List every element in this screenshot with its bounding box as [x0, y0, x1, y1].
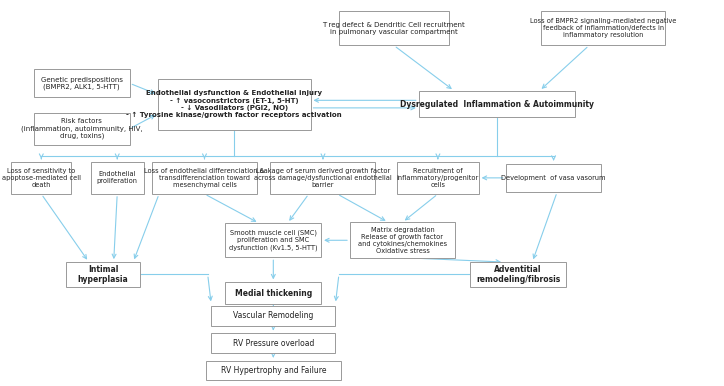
FancyBboxPatch shape [34, 69, 130, 98]
Text: Adventitial
remodeling/fibrosis: Adventitial remodeling/fibrosis [476, 265, 560, 284]
FancyBboxPatch shape [418, 91, 575, 117]
FancyBboxPatch shape [152, 162, 257, 194]
Text: Smooth muscle cell (SMC)
proliferation and SMC
dysfunction (Kv1.5, 5-HTT): Smooth muscle cell (SMC) proliferation a… [229, 230, 318, 251]
FancyBboxPatch shape [66, 262, 140, 287]
Text: Risk factors
(inflammation, autoimmunity, HIV,
drug, toxins): Risk factors (inflammation, autoimmunity… [21, 118, 143, 139]
Text: RV Hypertrophy and Failure: RV Hypertrophy and Failure [221, 366, 326, 375]
FancyBboxPatch shape [225, 223, 321, 257]
Text: Loss of sensitivity to
apoptose-mediated cell
death: Loss of sensitivity to apoptose-mediated… [1, 168, 81, 188]
Text: Dysregulated  Inflammation & Autoimmunity: Dysregulated Inflammation & Autoimmunity [400, 100, 594, 108]
FancyBboxPatch shape [350, 222, 455, 258]
Text: Endothelial dysfunction & Endothelial injury
- ↑ vasoconstrictors (ET-1, 5-HT)
-: Endothelial dysfunction & Endothelial in… [127, 90, 342, 118]
FancyBboxPatch shape [34, 113, 130, 145]
FancyBboxPatch shape [206, 361, 341, 380]
FancyBboxPatch shape [158, 79, 311, 130]
Text: Development  of vasa vasorum: Development of vasa vasorum [501, 175, 606, 181]
FancyBboxPatch shape [541, 12, 665, 46]
Text: Endothelial
proliferation: Endothelial proliferation [97, 171, 138, 185]
FancyBboxPatch shape [271, 162, 376, 194]
Text: RV Pressure overload: RV Pressure overload [232, 339, 314, 348]
FancyBboxPatch shape [470, 262, 566, 287]
Text: Loss of BMPR2 signaling-mediated negative
feedback of inflammation/defects in
in: Loss of BMPR2 signaling-mediated negativ… [530, 19, 676, 39]
Text: Intimal
hyperplasia: Intimal hyperplasia [77, 265, 128, 284]
Text: Medial thickening: Medial thickening [235, 289, 312, 298]
FancyBboxPatch shape [339, 12, 449, 46]
FancyBboxPatch shape [211, 334, 335, 353]
Text: Recruitment of
inflammatory/progenitor
cells: Recruitment of inflammatory/progenitor c… [397, 168, 479, 188]
FancyBboxPatch shape [90, 162, 144, 194]
Text: Genetic predispositions
(BMPR2, ALK1, 5-HTT): Genetic predispositions (BMPR2, ALK1, 5-… [41, 76, 123, 90]
Text: Loss of endothelial differenciation &
transdifferenciation toward
mesenchymal ce: Loss of endothelial differenciation & tr… [144, 168, 265, 188]
FancyBboxPatch shape [225, 282, 321, 304]
FancyBboxPatch shape [11, 162, 72, 194]
Text: Matrix degradation
Release of growth factor
and cytokines/chemokines
Oxidative s: Matrix degradation Release of growth fac… [358, 227, 447, 254]
Text: Vascular Remodeling: Vascular Remodeling [233, 312, 313, 320]
FancyBboxPatch shape [397, 162, 479, 194]
Text: Leakage of serum derived growth factor
across damage/dysfunctional endothelial
b: Leakage of serum derived growth factor a… [254, 168, 392, 188]
Text: T reg defect & Dendritic Cell recruitment
in pulmonary vascular compartment: T reg defect & Dendritic Cell recruitmen… [323, 22, 466, 35]
FancyBboxPatch shape [211, 306, 335, 326]
FancyBboxPatch shape [505, 164, 602, 192]
